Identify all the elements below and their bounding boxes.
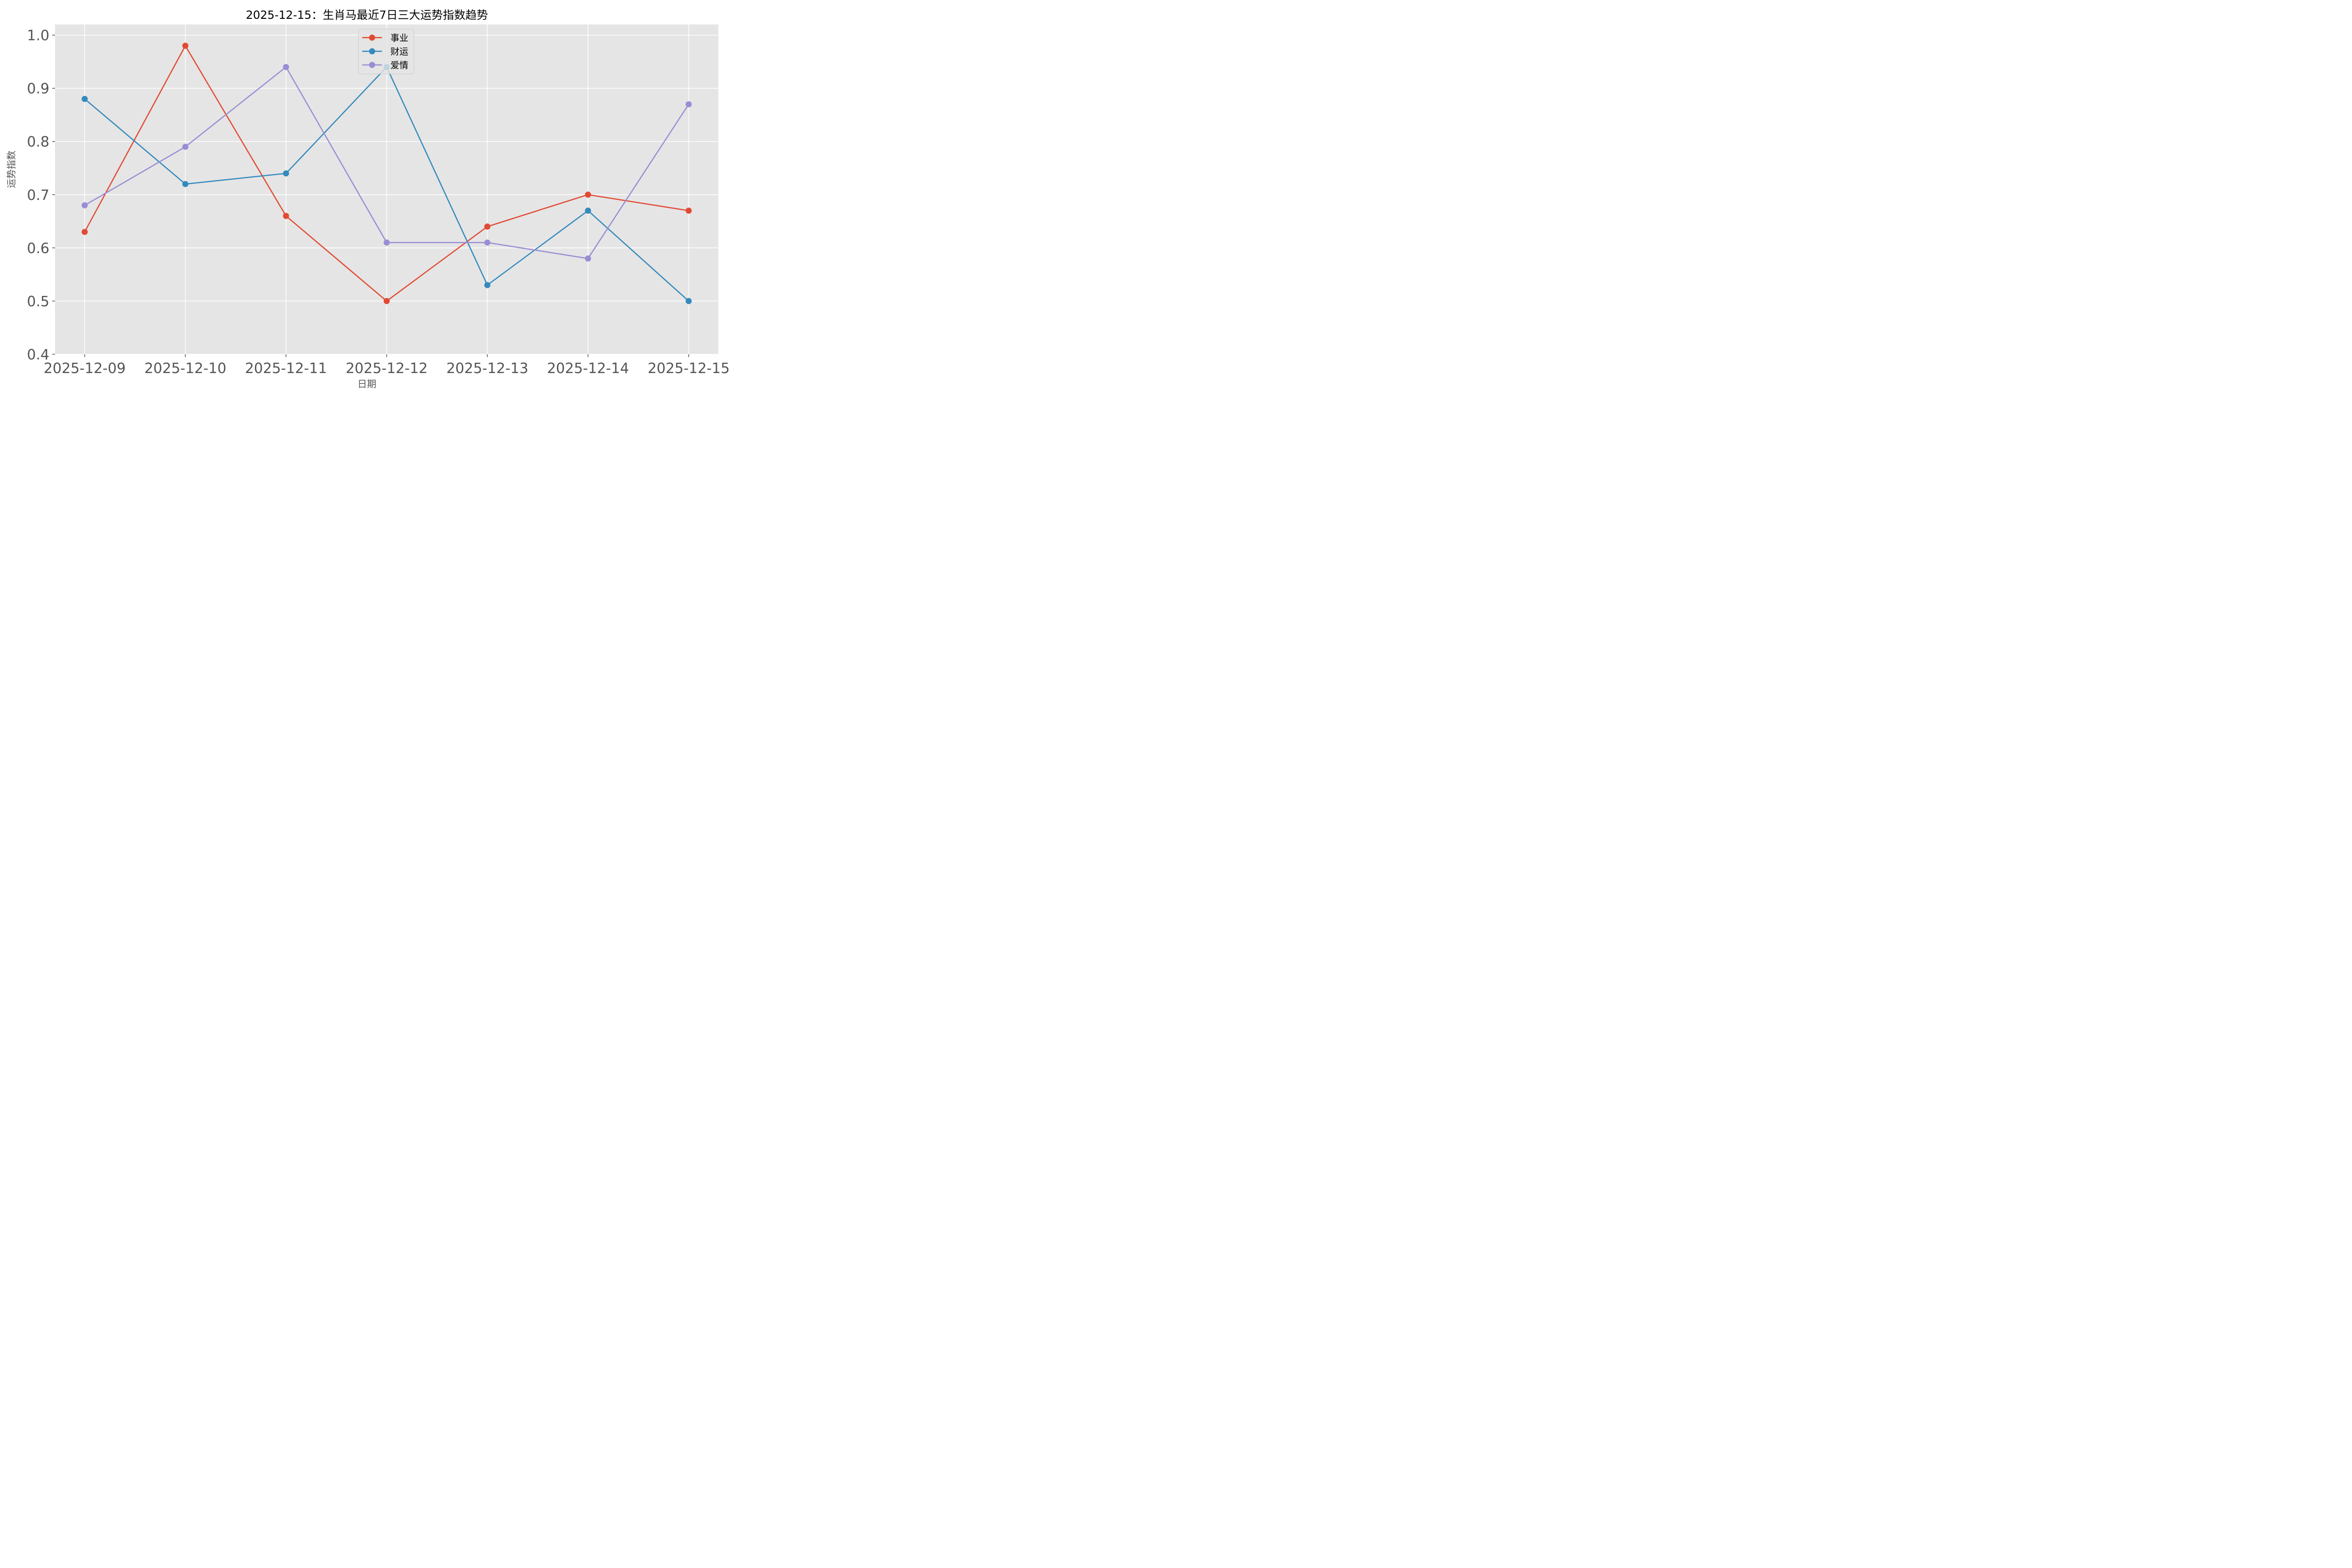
data-point	[685, 298, 692, 304]
legend-label: 事业	[390, 33, 408, 43]
data-point	[484, 223, 491, 230]
legend-marker-icon	[369, 62, 375, 68]
data-point	[283, 213, 289, 219]
x-tick-label: 2025-12-15	[648, 360, 730, 377]
series-爱情	[81, 64, 692, 262]
data-point	[81, 229, 88, 235]
y-axis-label: 运势指数	[6, 151, 17, 188]
x-tick-label: 2025-12-13	[446, 360, 528, 377]
data-point	[484, 282, 491, 288]
y-tick-label: 0.4	[27, 347, 49, 363]
data-point	[585, 191, 591, 198]
data-point	[81, 96, 88, 102]
data-point	[383, 239, 390, 246]
x-tick-label: 2025-12-11	[245, 360, 327, 377]
y-tick-label: 0.9	[27, 81, 49, 97]
data-point	[685, 207, 692, 214]
y-tick-label: 1.0	[27, 28, 49, 44]
legend-label: 财运	[390, 47, 408, 57]
x-tick-label: 2025-12-14	[547, 360, 629, 377]
data-point	[283, 170, 289, 177]
data-point	[182, 42, 189, 49]
data-point	[585, 207, 591, 214]
x-tick-label: 2025-12-09	[44, 360, 126, 377]
data-point	[283, 64, 289, 70]
y-tick-label: 0.6	[27, 240, 49, 257]
data-point	[585, 255, 591, 262]
data-point	[182, 181, 189, 187]
legend-label: 爱情	[390, 60, 408, 71]
chart-title: 2025-12-15：生肖马最近7日三大运势指数趋势	[246, 8, 488, 22]
chart-figure: 2025-12-15：生肖马最近7日三大运势指数趋势 0.4 0.5 0.6 0.7 0…	[0, 0, 734, 395]
x-tick-label: 2025-12-10	[144, 360, 226, 377]
data-point	[81, 202, 88, 208]
data-point	[182, 143, 189, 150]
data-point	[685, 101, 692, 108]
y-tick-label: 0.5	[27, 294, 49, 310]
y-tick-label: 0.8	[27, 134, 49, 151]
data-point	[383, 298, 390, 304]
x-axis-label: 日期	[358, 378, 376, 390]
plot-area: 0.4 0.5 0.6 0.7 0.8 0.9 1.0 2025-12-09 2025-12-1…	[27, 24, 730, 377]
data-point	[484, 239, 491, 246]
series-事业	[81, 42, 692, 304]
legend-marker-icon	[369, 34, 375, 41]
legend-marker-icon	[369, 48, 375, 55]
y-tick-label: 0.7	[27, 187, 49, 204]
x-tick-label: 2025-12-12	[346, 360, 428, 377]
